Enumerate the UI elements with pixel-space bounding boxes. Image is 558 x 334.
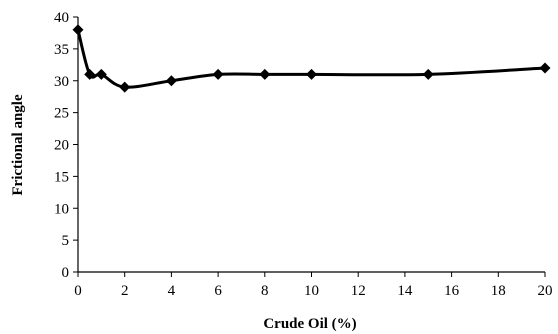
y-tick-label: 5 [62, 233, 70, 249]
y-tick-label: 25 [54, 106, 69, 122]
data-point [422, 68, 434, 80]
x-tick-label: 0 [74, 283, 82, 299]
data-point [84, 68, 96, 80]
x-tick-label: 12 [351, 283, 366, 299]
data-point [306, 68, 317, 80]
series-layer [72, 24, 551, 93]
y-tick-label: 0 [62, 265, 70, 281]
data-point [212, 68, 224, 80]
x-tick-label: 14 [397, 283, 413, 299]
x-tick-label: 10 [304, 283, 319, 299]
data-point [95, 68, 107, 80]
y-axis-title: Frictional angle [10, 94, 26, 196]
data-point [539, 62, 551, 74]
y-tick-label: 10 [54, 201, 69, 217]
data-point [119, 81, 131, 93]
y-ticks: 0 5 10 15 20 25 30 35 40 [54, 10, 78, 281]
y-tick-label: 15 [54, 169, 69, 185]
axes [77, 17, 545, 273]
x-tick-label: 6 [214, 283, 222, 299]
data-point [72, 24, 84, 36]
x-tick-label: 18 [491, 283, 506, 299]
x-tick-label: 16 [444, 283, 460, 299]
x-tick-label: 20 [538, 283, 553, 299]
x-tick-label: 8 [261, 283, 269, 299]
x-tick-label: 2 [121, 283, 129, 299]
x-ticks: 0 2 4 6 8 10 12 14 16 18 20 [74, 272, 553, 299]
x-tick-label: 4 [168, 283, 176, 299]
y-tick-label: 35 [54, 42, 69, 58]
series-line [76, 29, 546, 89]
data-point [259, 68, 271, 80]
y-tick-label: 20 [54, 138, 69, 154]
y-tick-label: 40 [54, 10, 69, 26]
data-point [165, 75, 177, 87]
y-tick-label: 30 [54, 74, 69, 90]
x-axis-title: Crude Oil (%) [263, 316, 356, 332]
